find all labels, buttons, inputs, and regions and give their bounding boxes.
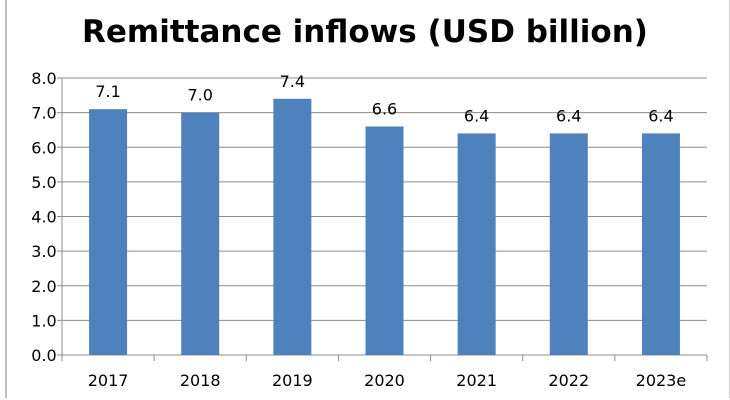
data-label: 6.4 bbox=[648, 106, 673, 125]
y-tick-label: 1.0 bbox=[31, 311, 56, 330]
data-label: 6.4 bbox=[556, 106, 581, 125]
y-tick-label: 5.0 bbox=[31, 173, 56, 192]
x-tick-label: 2018 bbox=[180, 371, 221, 390]
data-label: 7.0 bbox=[187, 86, 212, 105]
y-tick-label: 2.0 bbox=[31, 277, 56, 296]
x-tick-label: 2023e bbox=[636, 371, 687, 390]
bar-2022 bbox=[549, 133, 588, 355]
y-tick-label: 3.0 bbox=[31, 242, 56, 261]
bar-2020 bbox=[365, 126, 404, 355]
y-tick-label: 6.0 bbox=[31, 138, 56, 157]
bar-2018 bbox=[181, 112, 220, 355]
data-label: 6.4 bbox=[464, 106, 489, 125]
y-tick-label: 4.0 bbox=[31, 208, 56, 227]
data-label: 7.4 bbox=[280, 72, 305, 91]
x-tick-label: 2019 bbox=[272, 371, 313, 390]
bar-2017 bbox=[89, 109, 128, 355]
y-tick-label: 7.0 bbox=[31, 104, 56, 123]
data-label: 6.6 bbox=[372, 99, 397, 118]
x-tick-label: 2021 bbox=[456, 371, 497, 390]
y-tick-label: 8.0 bbox=[31, 69, 56, 88]
data-label: 7.1 bbox=[95, 82, 120, 101]
bar-2021 bbox=[457, 133, 496, 355]
bar-2019 bbox=[273, 98, 312, 356]
x-tick-label: 2022 bbox=[548, 371, 589, 390]
bar-2023e bbox=[641, 133, 680, 355]
x-tick-label: 2017 bbox=[88, 371, 129, 390]
chart-title: Remittance inflows (USD billion) bbox=[82, 14, 648, 50]
y-tick-label: 0.0 bbox=[31, 346, 56, 365]
x-tick-label: 2020 bbox=[364, 371, 405, 390]
